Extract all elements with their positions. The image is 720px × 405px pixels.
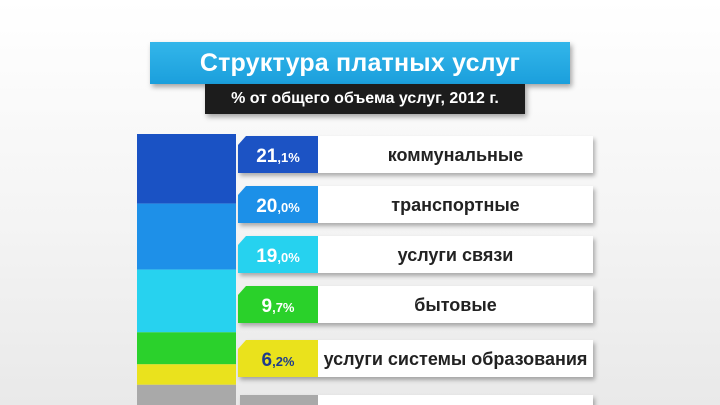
legend-row — [238, 340, 593, 377]
bar-segment — [137, 364, 236, 385]
category-box — [318, 136, 593, 173]
data-label: 19,0% — [256, 246, 300, 267]
bar-segment — [137, 134, 236, 204]
category-label: услуги связи — [398, 245, 514, 265]
legend-row — [238, 236, 593, 273]
percent-tag — [240, 395, 318, 405]
bar-segment — [137, 269, 236, 333]
percent-tag — [238, 186, 318, 223]
legend-row — [238, 136, 593, 173]
category-box — [318, 286, 593, 323]
category-box — [318, 236, 593, 273]
bar-segment — [137, 203, 236, 270]
percent-tag — [238, 136, 318, 173]
chart-title: Структура платных услуг населению — [150, 42, 570, 119]
category-box — [318, 340, 593, 377]
data-label: 9,7% — [262, 296, 295, 317]
chart-subtitle: % от общего объема услуг, 2012 г. — [205, 84, 525, 114]
data-label: 6,2% — [262, 350, 295, 371]
bar-segment-rest — [137, 384, 236, 405]
category-box — [318, 395, 593, 405]
category-box — [318, 186, 593, 223]
category-label: коммунальные — [388, 145, 524, 165]
data-label: 21,1% — [256, 146, 300, 167]
category-label: транспортные — [391, 195, 519, 215]
bar-segment — [137, 332, 236, 365]
legend-row-partial — [240, 395, 593, 405]
data-label: 20,0% — [256, 196, 300, 217]
category-label: услуги системы образования — [324, 349, 588, 369]
percent-tag — [238, 340, 318, 377]
legend-row — [238, 186, 593, 223]
percent-tag — [238, 286, 318, 323]
category-label: бытовые — [414, 295, 497, 315]
legend-row — [238, 286, 593, 323]
percent-tag — [238, 236, 318, 273]
